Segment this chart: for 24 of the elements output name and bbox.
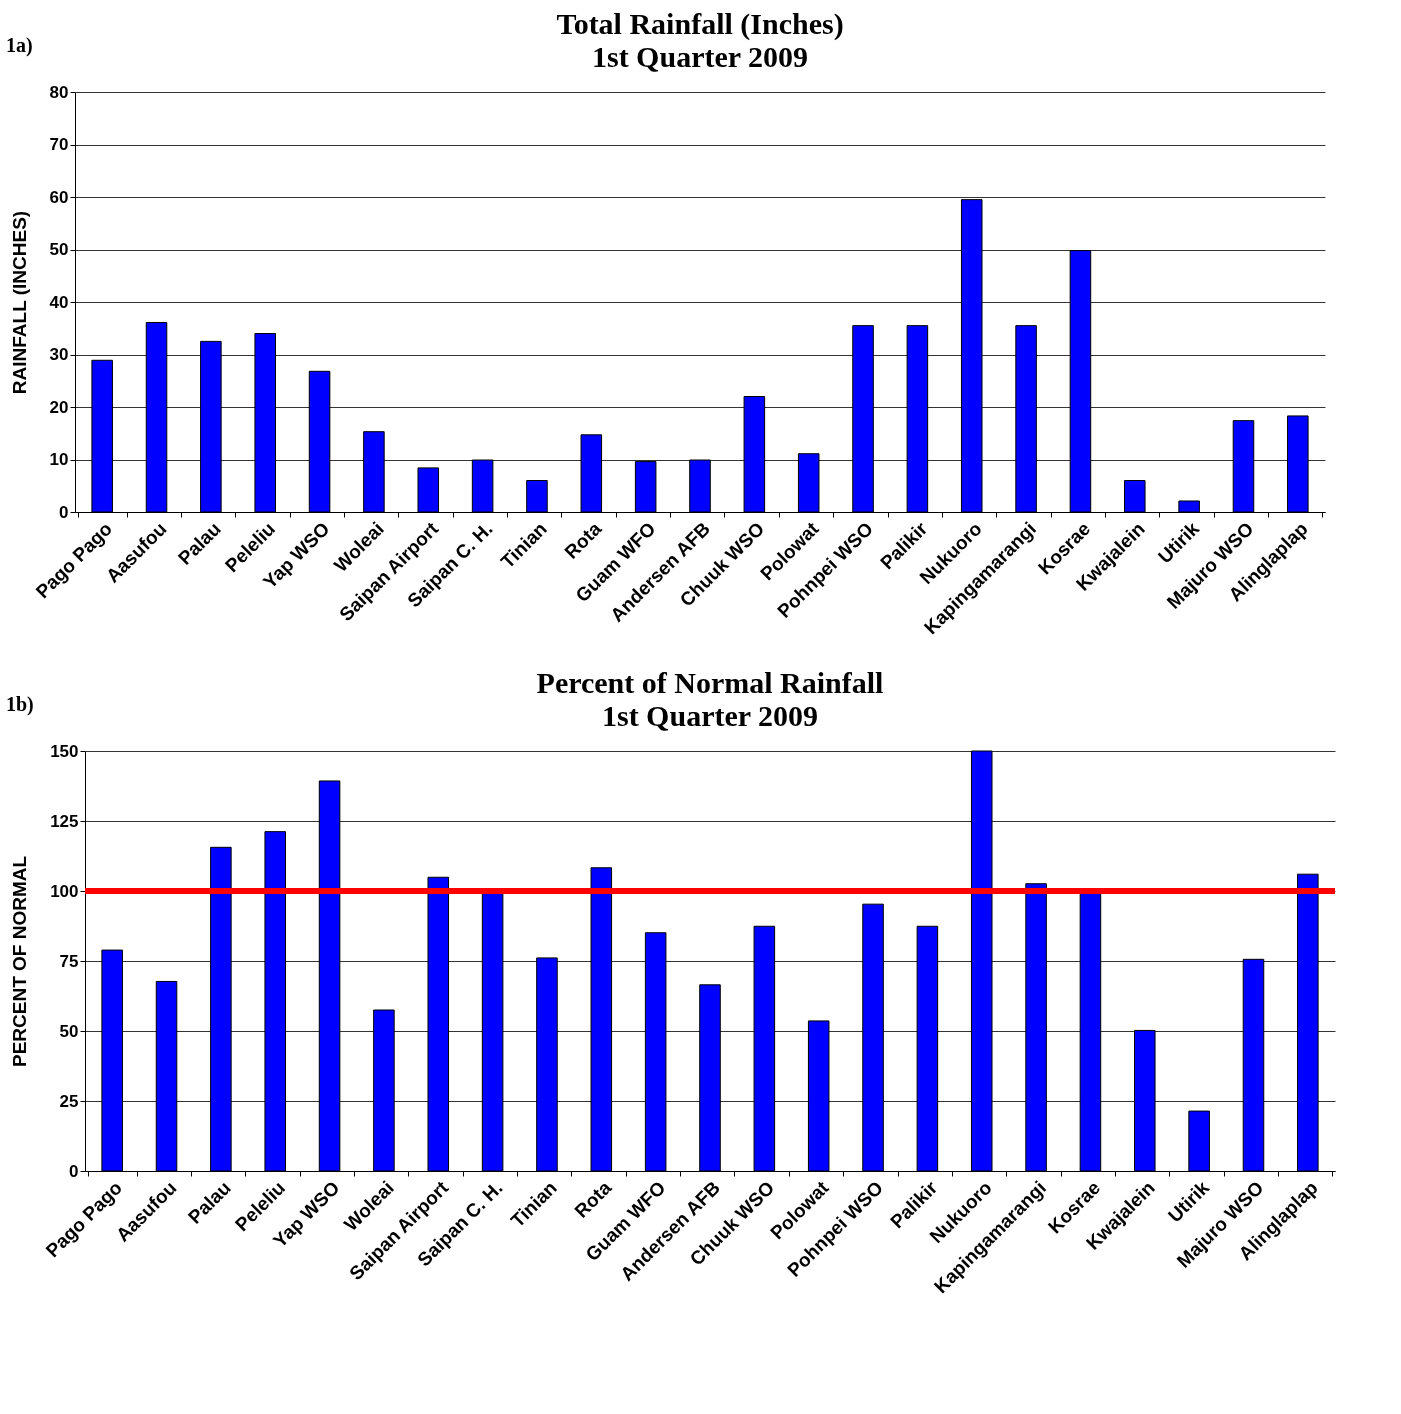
y-tick-label: 150 <box>50 741 79 761</box>
chart-subtitle: 1st Quarter 2009 <box>601 699 819 732</box>
chart-subtitle: 1st Quarter 2009 <box>591 40 809 73</box>
y-tick-label: 40 <box>49 292 69 312</box>
y-tick-label: 70 <box>49 135 69 154</box>
y-tick-label: 100 <box>50 881 79 901</box>
y-tick-label: 50 <box>59 1021 79 1041</box>
y-tick-label: 125 <box>50 811 79 831</box>
y-tick-label: 25 <box>59 1091 79 1111</box>
chart-title: Total Rainfall (Inches) <box>556 7 844 41</box>
y-tick-label: 20 <box>49 397 69 417</box>
y-tick-label: 80 <box>49 82 69 102</box>
y-tick-label: 60 <box>49 187 69 207</box>
y-tick-label: 75 <box>59 951 79 971</box>
y-axis-title: RAINFALL (INCHES) <box>8 210 30 395</box>
y-axis-title: PERCENT OF NORMAL <box>9 855 31 1068</box>
y-tick-label: 10 <box>49 450 69 469</box>
chart-title: Percent of Normal Rainfall <box>536 666 884 699</box>
y-tick-label: 0 <box>59 502 69 522</box>
y-tick-label: 30 <box>49 345 69 364</box>
text: 1a) <box>6 34 33 57</box>
y-tick-label: 50 <box>49 240 69 259</box>
y-tick-label: 0 <box>69 1161 79 1181</box>
text: 1b) <box>6 693 34 716</box>
